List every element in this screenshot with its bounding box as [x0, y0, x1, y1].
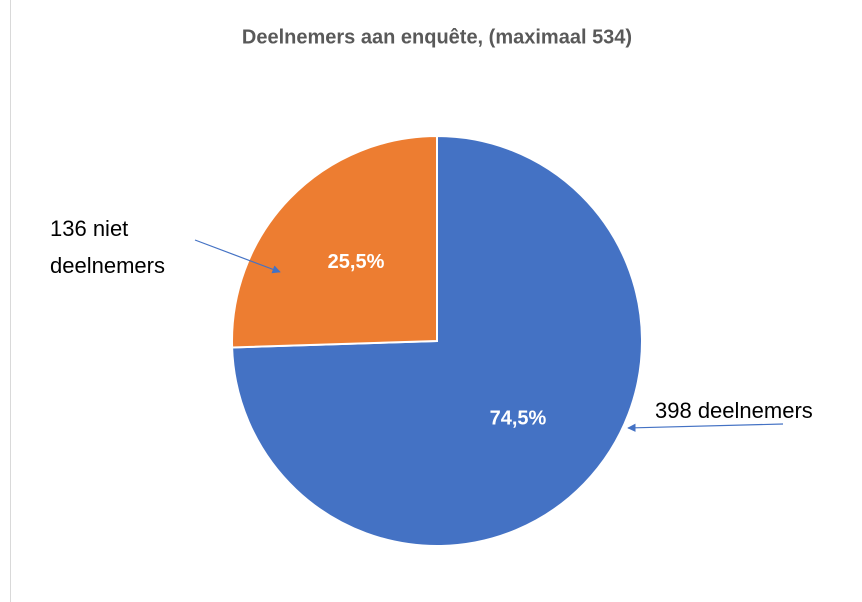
category-label: 398 deelnemers [655, 398, 813, 423]
category-label: 136 niet deelnemers [50, 216, 165, 278]
leader-line [194, 239, 281, 274]
pie-slice [231, 134, 438, 349]
data-label: 74,5% [490, 408, 547, 430]
data-label: 25,5% [328, 251, 385, 273]
chart-title: Deelnemers aan enquête, (maximaal 534) [242, 26, 632, 48]
leader-line [627, 423, 784, 433]
